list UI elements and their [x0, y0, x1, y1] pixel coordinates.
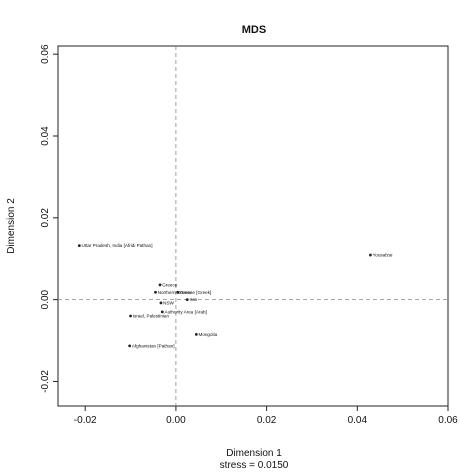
point-marker — [159, 301, 163, 305]
point-marker — [160, 310, 164, 314]
data-point: Greece — [158, 283, 178, 288]
data-point: NSW — [159, 301, 175, 306]
x-tick-label: 0.04 — [348, 415, 368, 426]
y-axis-label: Dimension 2 — [6, 198, 17, 254]
point-label: Yousafzai — [373, 253, 393, 258]
point-marker — [77, 244, 81, 248]
data-point: Northern Greece — [154, 290, 192, 295]
point-label: Uttar Pradesh, India [Afridi Pathan] — [82, 243, 153, 248]
data-point: Mongolia — [194, 332, 218, 337]
point-label: Mongolia — [199, 332, 218, 337]
y-tick-label: -0.02 — [40, 370, 51, 393]
point-label: Northern Greece — [158, 290, 193, 295]
reference-lines — [58, 46, 448, 406]
point-marker — [129, 314, 132, 318]
y-tick-label: 0.04 — [40, 126, 51, 146]
x-tick-label: -0.02 — [74, 415, 97, 426]
stress-footnote: stress = 0.0150 — [220, 460, 289, 471]
point-label: Israel, Palestinian — [133, 314, 170, 319]
point-marker — [176, 290, 180, 294]
point-marker — [128, 344, 132, 348]
point-marker — [154, 290, 157, 294]
x-tick-label: 0.02 — [257, 415, 277, 426]
y-tick-label: 0.06 — [40, 44, 51, 64]
data-point: Afghanistan [Pathan] — [128, 343, 175, 348]
y-tick-label: 0.00 — [40, 289, 51, 309]
point-label: Authority Area [Arab] — [165, 310, 207, 315]
x-tick-label: 0.06 — [438, 415, 458, 426]
data-points: Uttar Pradesh, India [Afridi Pathan] Yous… — [77, 243, 392, 348]
data-point: Authority Area [Arab] — [160, 310, 207, 315]
point-marker — [185, 298, 189, 302]
point-marker — [369, 253, 372, 257]
point-label: Greece — [162, 283, 178, 288]
point-label: Greece [Greek] — [180, 290, 211, 295]
point-label: Iran — [189, 297, 197, 302]
x-axis-label: Dimension 1 — [226, 448, 282, 459]
data-point: Yousafzai — [369, 253, 392, 258]
y-axis: -0.02 0.00 0.02 0.04 0.06 — [40, 44, 58, 393]
point-label: NSW — [163, 301, 174, 306]
y-tick-label: 0.02 — [40, 208, 51, 228]
x-axis: -0.02 0.00 0.02 0.04 0.06 — [74, 406, 458, 426]
data-point: Israel, Palestinian — [129, 314, 169, 319]
point-label: Afghanistan [Pathan] — [132, 343, 175, 348]
data-point: Iran — [185, 297, 198, 302]
data-point: Greece [Greek] — [176, 290, 211, 295]
point-marker — [158, 283, 162, 287]
x-tick-label: 0.00 — [166, 415, 186, 426]
point-marker — [194, 333, 198, 336]
chart-title: MDS — [242, 24, 266, 36]
plot-frame — [57, 45, 449, 407]
data-point: Uttar Pradesh, India [Afridi Pathan] — [77, 243, 153, 248]
